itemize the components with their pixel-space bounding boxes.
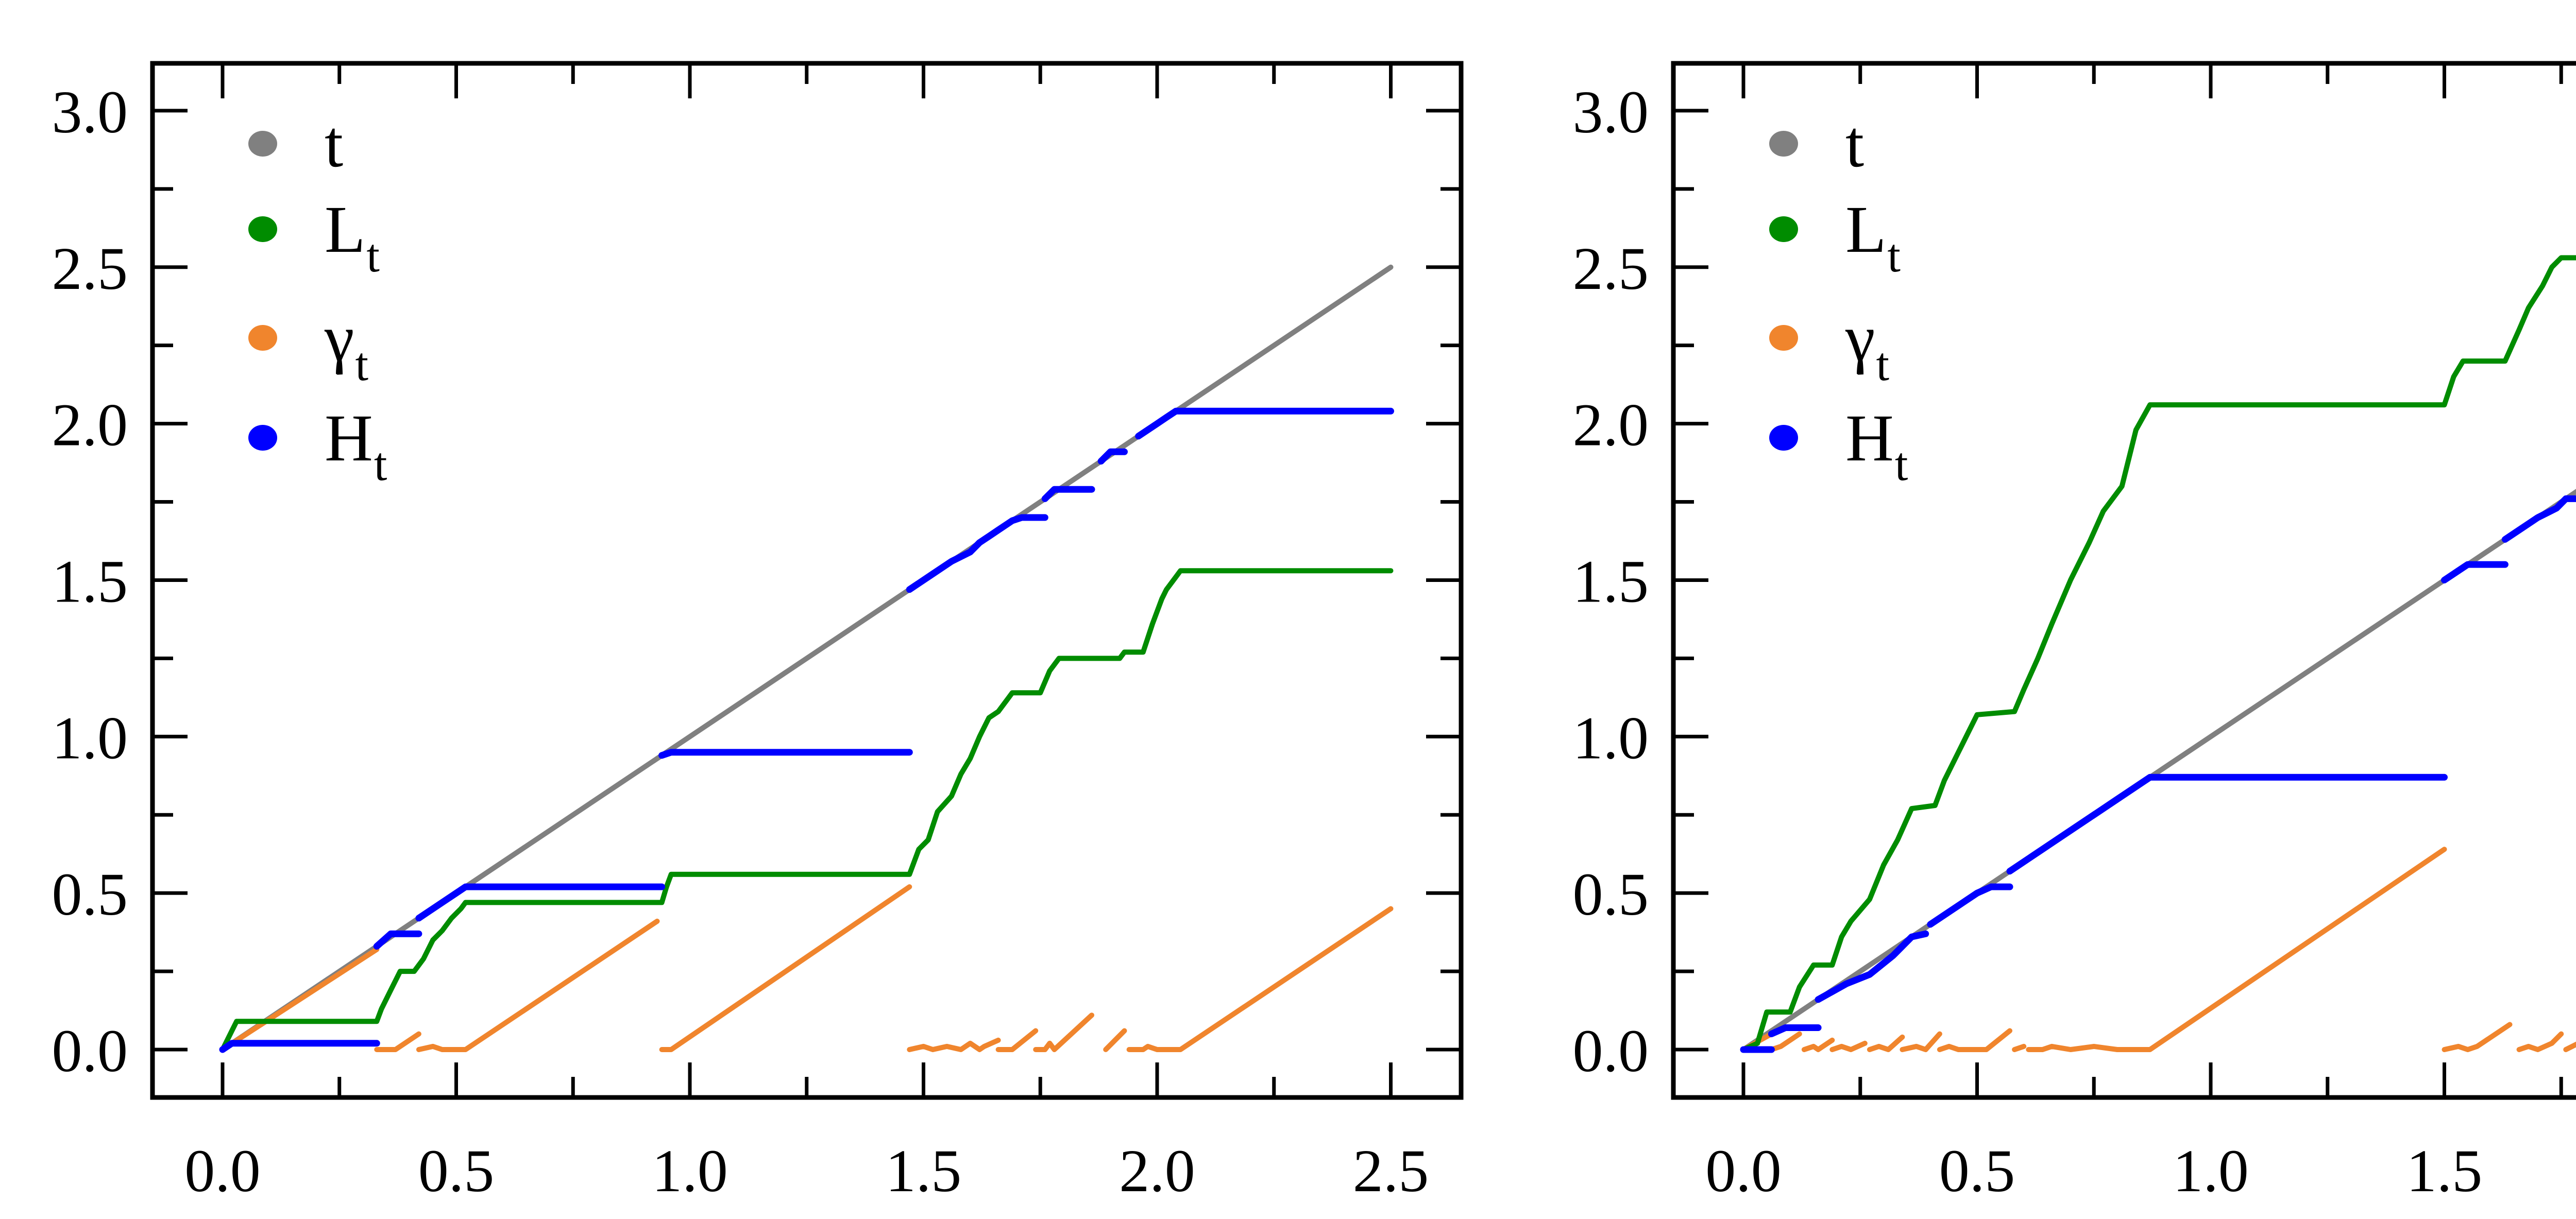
left-legend: t Lt γt Ht bbox=[248, 107, 387, 490]
left-legend-item-gamma: γt bbox=[248, 301, 368, 390]
right-y-tick-label: 0.5 bbox=[1573, 861, 1649, 928]
left-chart-panel: 0.0 0.5 1.0 1.5 2.0 2.5 0.0 0.5 1.0 1.5 2.0 2.5 3.0… bbox=[52, 61, 1464, 1205]
left-series-gamma-t-line bbox=[1033, 1012, 1094, 1052]
left-series-gamma-t-line bbox=[374, 1031, 421, 1052]
left-axis-ticks bbox=[152, 63, 1461, 1097]
left-legend-item-H: Ht bbox=[248, 401, 387, 490]
left-x-tick-labels: 0.0 0.5 1.0 1.5 2.0 2.5 bbox=[184, 1137, 1429, 1205]
left-x-tick-label: 2.5 bbox=[1353, 1137, 1429, 1205]
right-series-L-t-line bbox=[1741, 255, 2576, 1052]
left-legend-label-L: Lt bbox=[325, 193, 380, 282]
right-x-tick-label: 1.0 bbox=[2173, 1137, 2249, 1205]
right-x-tick-label: 1.5 bbox=[2406, 1137, 2483, 1205]
left-series-L-t-line bbox=[220, 568, 1394, 1052]
left-series-H-t-line bbox=[1041, 486, 1095, 502]
right-series-H-t-line bbox=[2006, 774, 2448, 875]
right-legend-label-L: Lt bbox=[1845, 193, 1901, 282]
right-legend-marker-L-icon bbox=[1769, 216, 1798, 242]
right-y-tick-label: 1.0 bbox=[1573, 704, 1649, 771]
left-y-tick-labels: 0.0 0.5 1.0 1.5 2.0 2.5 3.0 bbox=[52, 78, 128, 1085]
left-series-gamma-t-line bbox=[1126, 906, 1394, 1052]
left-series-H-t-line bbox=[658, 749, 913, 759]
right-legend-item-gamma: γt bbox=[1769, 301, 1889, 390]
left-series-gamma-t-line bbox=[907, 1037, 1001, 1052]
right-series-H-t-line bbox=[1768, 1024, 1822, 1038]
right-series-gamma-t-line bbox=[2563, 1041, 2576, 1052]
right-legend-item-L: Lt bbox=[1769, 193, 1901, 282]
left-x-tick-label: 0.5 bbox=[418, 1137, 495, 1205]
right-x-tick-label: 0.0 bbox=[1705, 1137, 1782, 1205]
right-series-gamma-t-line bbox=[1867, 1034, 1905, 1052]
left-y-tick-label: 3.0 bbox=[52, 78, 128, 146]
left-series-H-t-line bbox=[1135, 407, 1394, 440]
left-series-H-t-line bbox=[219, 1040, 380, 1053]
right-series-H-t-line bbox=[1927, 883, 2013, 928]
right-series-gamma-t-line bbox=[1937, 1028, 2012, 1052]
left-y-tick-label: 1.5 bbox=[52, 547, 128, 615]
left-series-gamma-t-line bbox=[995, 1028, 1039, 1052]
left-legend-label-gamma: γt bbox=[324, 301, 368, 390]
left-series-H-t-line bbox=[906, 514, 1048, 593]
left-x-tick-label: 1.0 bbox=[652, 1137, 728, 1205]
right-legend-marker-t-icon bbox=[1769, 131, 1798, 157]
left-y-tick-label: 1.0 bbox=[52, 704, 128, 771]
right-y-tick-label: 0.0 bbox=[1573, 1017, 1649, 1085]
left-series-layer bbox=[219, 264, 1394, 1053]
right-series-gamma-t-line bbox=[1801, 1037, 1835, 1052]
right-legend-label-H: Ht bbox=[1845, 401, 1908, 490]
left-series-gamma-t-line bbox=[659, 884, 912, 1052]
right-series-H-t-line bbox=[2441, 561, 2509, 583]
right-legend: t Lt γt Ht bbox=[1769, 107, 1908, 490]
right-series-gamma-t-line bbox=[2516, 1031, 2564, 1052]
right-y-tick-label: 3.0 bbox=[1573, 78, 1649, 146]
right-legend-item-t: t bbox=[1769, 107, 1864, 181]
right-series-gamma-t-line bbox=[1829, 1040, 1868, 1052]
left-x-tick-label: 2.0 bbox=[1119, 1137, 1195, 1205]
right-legend-label-t: t bbox=[1845, 107, 1864, 181]
right-series-gamma-t-line bbox=[2012, 1043, 2027, 1052]
right-legend-item-H: Ht bbox=[1769, 401, 1908, 490]
right-series-H-t-line bbox=[2501, 495, 2576, 543]
left-legend-marker-H-icon bbox=[248, 425, 277, 451]
right-series-layer bbox=[1740, 255, 2576, 1053]
left-series-H-t-line bbox=[1097, 448, 1128, 465]
left-legend-marker-t-icon bbox=[248, 131, 277, 157]
right-y-tick-label: 2.0 bbox=[1573, 391, 1649, 459]
left-y-tick-label: 0.5 bbox=[52, 861, 128, 928]
right-series-gamma-t-line bbox=[1900, 1031, 1942, 1052]
right-x-tick-label: 0.5 bbox=[1939, 1137, 2015, 1205]
right-series-gamma-t-line bbox=[2026, 847, 2447, 1052]
right-series-H-t-line bbox=[1815, 930, 1929, 1003]
left-legend-item-t: t bbox=[248, 107, 343, 181]
left-y-tick-label: 0.0 bbox=[52, 1017, 128, 1085]
left-series-gamma-t-line bbox=[220, 947, 380, 1052]
left-legend-item-L: Lt bbox=[248, 193, 380, 282]
left-series-H-t-line bbox=[415, 883, 666, 922]
right-axis-ticks bbox=[1673, 63, 2563, 1097]
right-chart-panel: 0.0 0.5 1.0 1.5 2.0 2.5 0.0 0.5 1.0 1.5 2.0 2.5 3.0… bbox=[1573, 61, 2576, 1205]
left-y-tick-label: 2.5 bbox=[52, 235, 128, 302]
right-series-gamma-t-line bbox=[2442, 1022, 2513, 1052]
left-legend-label-H: Ht bbox=[325, 401, 387, 490]
left-x-tick-label: 0.0 bbox=[184, 1137, 261, 1205]
right-x-tick-labels: 0.00.51.01.52.02.5 bbox=[1705, 1137, 2483, 1205]
left-legend-marker-gamma-icon bbox=[248, 325, 277, 351]
left-series-gamma-t-line bbox=[1103, 1028, 1127, 1052]
left-series-H-t-line bbox=[373, 930, 422, 950]
left-series-gamma-t-line bbox=[416, 918, 660, 1052]
right-legend-marker-H-icon bbox=[1769, 425, 1798, 451]
left-y-tick-label: 2.0 bbox=[52, 391, 128, 459]
left-x-tick-label: 1.5 bbox=[886, 1137, 962, 1205]
right-legend-marker-gamma-icon bbox=[1769, 325, 1798, 351]
right-legend-label-gamma: γt bbox=[1845, 301, 1889, 390]
right-y-tick-label: 2.5 bbox=[1573, 235, 1649, 302]
left-legend-marker-L-icon bbox=[248, 216, 277, 242]
left-legend-label-t: t bbox=[325, 107, 343, 181]
right-y-tick-label: 1.5 bbox=[1573, 547, 1649, 615]
right-y-tick-labels: 0.0 0.5 1.0 1.5 2.0 2.5 3.0 bbox=[1573, 78, 1649, 1085]
